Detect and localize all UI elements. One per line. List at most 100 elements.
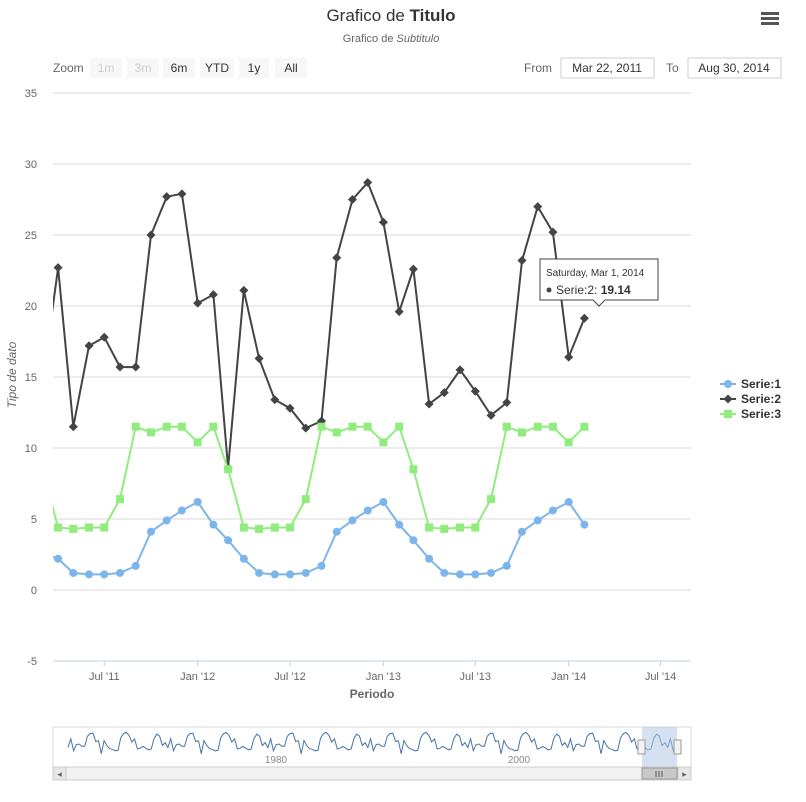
data-point[interactable] — [378, 217, 388, 227]
data-point[interactable] — [348, 516, 357, 525]
data-point[interactable] — [517, 527, 526, 536]
data-point[interactable] — [440, 568, 449, 577]
data-point[interactable] — [53, 263, 63, 273]
data-point[interactable] — [564, 497, 573, 506]
data-point[interactable] — [270, 395, 280, 405]
data-point[interactable] — [517, 428, 526, 437]
data-point[interactable] — [100, 523, 109, 532]
legend-item-serie-1[interactable]: Serie:1 — [720, 377, 781, 391]
legend-marker[interactable] — [723, 394, 733, 404]
data-point[interactable] — [301, 568, 310, 577]
data-point[interactable] — [115, 362, 125, 372]
data-point[interactable] — [425, 554, 434, 563]
data-point[interactable] — [487, 568, 496, 577]
data-point[interactable] — [317, 561, 326, 570]
data-point[interactable] — [239, 554, 248, 563]
data-point[interactable] — [394, 307, 404, 317]
data-point[interactable] — [286, 523, 295, 532]
data-point[interactable] — [363, 422, 372, 431]
data-point[interactable] — [347, 195, 357, 204]
data-point[interactable] — [38, 549, 46, 557]
data-point[interactable] — [424, 399, 434, 409]
data-point[interactable] — [224, 465, 233, 474]
zoom-1y-button[interactable]: 1y — [239, 58, 269, 78]
data-point[interactable] — [533, 202, 543, 212]
data-point[interactable] — [131, 362, 141, 372]
zoom-ytd-button[interactable]: YTD — [200, 58, 234, 78]
navigator-selection[interactable] — [642, 727, 677, 767]
data-point[interactable] — [193, 438, 202, 447]
data-point[interactable] — [209, 422, 218, 431]
data-point[interactable] — [395, 520, 404, 529]
legend-item-serie-2[interactable]: Serie:2 — [720, 392, 781, 406]
data-point[interactable] — [208, 290, 218, 300]
data-point[interactable] — [301, 495, 310, 504]
data-point[interactable] — [146, 230, 156, 240]
data-point[interactable] — [38, 380, 47, 389]
data-point[interactable] — [254, 354, 264, 364]
data-point[interactable] — [548, 227, 558, 237]
data-point[interactable] — [193, 298, 203, 308]
data-point[interactable] — [409, 465, 418, 474]
zoom-6m-button[interactable]: 6m — [163, 58, 195, 78]
data-point[interactable] — [348, 422, 357, 431]
data-point[interactable] — [580, 422, 589, 431]
data-point[interactable] — [363, 177, 373, 187]
data-point[interactable] — [286, 570, 295, 579]
data-point[interactable] — [533, 516, 542, 525]
scrollbar-left-button[interactable] — [52, 766, 67, 781]
data-point[interactable] — [162, 516, 171, 525]
scrollbar-track[interactable] — [52, 766, 692, 781]
data-point[interactable] — [162, 192, 172, 202]
from-date-input[interactable] — [560, 57, 655, 79]
zoom-all-button[interactable]: All — [275, 58, 307, 78]
data-point[interactable] — [68, 422, 78, 432]
data-point[interactable] — [54, 523, 63, 532]
data-point[interactable] — [470, 386, 480, 396]
data-point[interactable] — [456, 523, 465, 532]
data-point[interactable] — [301, 423, 311, 433]
data-point[interactable] — [579, 313, 589, 323]
data-point[interactable] — [239, 285, 249, 295]
data-point[interactable] — [317, 422, 326, 431]
data-point[interactable] — [193, 497, 202, 506]
data-point[interactable] — [115, 495, 124, 504]
data-point[interactable] — [439, 388, 449, 398]
data-point[interactable] — [285, 403, 295, 413]
data-point[interactable] — [54, 554, 63, 563]
data-point[interactable] — [224, 536, 233, 545]
data-point[interactable] — [146, 428, 155, 437]
data-point[interactable] — [455, 365, 465, 375]
legend-marker[interactable] — [724, 380, 732, 388]
data-point[interactable] — [379, 438, 388, 447]
legend-marker[interactable] — [724, 410, 732, 418]
data-point[interactable] — [486, 410, 496, 420]
data-point[interactable] — [471, 523, 480, 532]
data-point[interactable] — [131, 561, 140, 570]
data-point[interactable] — [131, 422, 140, 431]
data-point[interactable] — [395, 422, 404, 431]
data-point[interactable] — [239, 523, 248, 532]
data-point[interactable] — [115, 568, 124, 577]
data-point[interactable] — [408, 264, 418, 274]
data-point[interactable] — [487, 495, 496, 504]
data-point[interactable] — [270, 523, 279, 532]
data-point[interactable] — [177, 422, 186, 431]
navigator-right-handle[interactable] — [673, 739, 682, 755]
data-point[interactable] — [502, 422, 511, 431]
data-point[interactable] — [379, 497, 388, 506]
series-line[interactable] — [42, 424, 586, 530]
data-point[interactable] — [99, 332, 109, 342]
data-point[interactable] — [209, 520, 218, 529]
data-point[interactable] — [363, 506, 372, 515]
series-line[interactable] — [42, 500, 586, 576]
data-point[interactable] — [177, 189, 187, 199]
data-point[interactable] — [471, 570, 480, 579]
data-point[interactable] — [270, 570, 279, 579]
data-point[interactable] — [548, 422, 557, 431]
data-point[interactable] — [146, 527, 155, 536]
data-point[interactable] — [100, 570, 109, 579]
data-point[interactable] — [84, 341, 94, 351]
data-point[interactable] — [548, 506, 557, 515]
data-point[interactable] — [255, 568, 264, 577]
